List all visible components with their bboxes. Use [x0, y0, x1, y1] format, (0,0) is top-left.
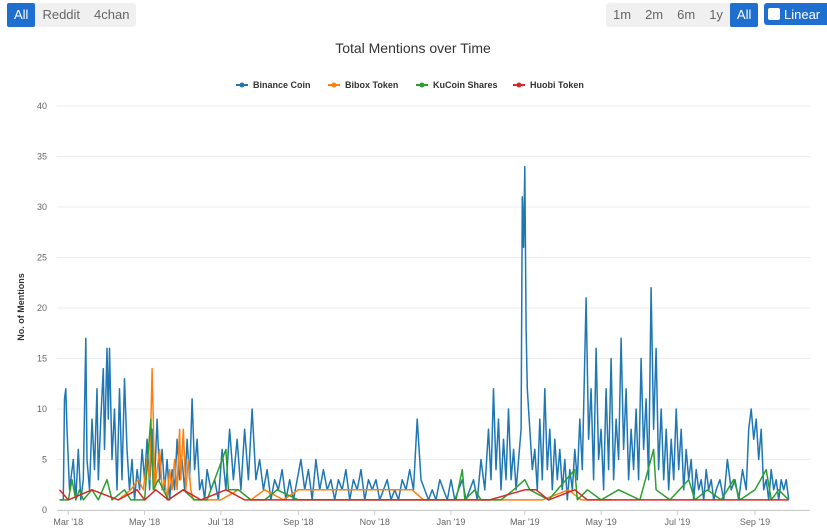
range-filter-group: 1m 2m 6m 1y All	[606, 3, 759, 27]
range-1m-button[interactable]: 1m	[613, 7, 632, 22]
source-all-button[interactable]: All	[7, 3, 36, 27]
x-tick-label: May '18	[129, 517, 160, 527]
x-tick-label: Mar '19	[510, 517, 540, 527]
x-tick-label: Jul '18	[208, 517, 234, 527]
checkbox-icon[interactable]	[768, 8, 780, 20]
series-line-bibox-token	[117, 367, 613, 501]
source-filter-group: All Reddit 4chan	[7, 3, 137, 27]
legend-marker	[239, 82, 245, 88]
chart-title: Total Mentions over Time	[335, 40, 491, 56]
x-axis: Mar '18 May '18 Jul '18 Sep '18 Nov '18 Jan '…	[53, 510, 810, 527]
x-tick-label: Mar '18	[53, 517, 83, 527]
range-6m-button[interactable]: 6m	[677, 7, 696, 22]
series-layer	[58, 165, 790, 501]
y-tick-label: 40	[37, 101, 47, 111]
legend-label: KuCoin Shares	[433, 80, 498, 90]
chart-grid	[57, 105, 810, 511]
range-2m-button[interactable]: 2m	[645, 7, 664, 22]
y-axis-label: No. of Mentions	[16, 273, 26, 341]
x-tick-label: May '19	[585, 517, 616, 527]
y-tick-label: 30	[37, 202, 47, 212]
x-tick-label: Sep '19	[740, 517, 770, 527]
legend-label: Bibox Token	[345, 80, 398, 90]
legend-marker	[331, 82, 337, 88]
x-tick-label: Jan '19	[437, 517, 466, 527]
range-1y-button[interactable]: 1y	[709, 7, 723, 22]
y-tick-label: 0	[42, 505, 47, 515]
y-tick-label: 5	[42, 455, 47, 465]
series-line-huobi-token	[58, 489, 789, 501]
legend-marker	[419, 82, 425, 88]
legend-label: Binance Coin	[253, 80, 311, 90]
x-tick-label: Sep '18	[283, 517, 313, 527]
y-tick-label: 20	[37, 303, 47, 313]
x-tick-label: Nov '18	[360, 517, 390, 527]
y-tick-label: 35	[37, 152, 47, 162]
series-line-binance-coin	[59, 165, 790, 501]
legend-marker	[516, 82, 522, 88]
scale-toggle-label: Linear	[784, 6, 821, 22]
linear-scale-toggle[interactable]: Linear	[764, 3, 827, 25]
legend-item-huobi-token[interactable]: Huobi Token	[513, 80, 584, 90]
source-reddit-button[interactable]: Reddit	[42, 7, 81, 22]
legend-label: Huobi Token	[530, 80, 584, 90]
x-tick-label: Jul '19	[665, 517, 691, 527]
legend-item-bibox-token[interactable]: Bibox Token	[328, 80, 398, 90]
chart-legend: Binance Coin Bibox Token KuCoin Shares Huob…	[236, 80, 584, 90]
legend-item-kucoin-shares[interactable]: KuCoin Shares	[416, 80, 498, 90]
source-4chan-button[interactable]: 4chan	[94, 7, 130, 22]
y-tick-label: 10	[37, 404, 47, 414]
range-all-button[interactable]: All	[729, 3, 759, 27]
y-tick-label: 15	[37, 354, 47, 364]
legend-item-binance-coin[interactable]: Binance Coin	[236, 80, 311, 90]
y-axis: 0 5 10 15 20 25 30 35 40	[37, 101, 47, 515]
y-tick-label: 25	[37, 253, 47, 263]
